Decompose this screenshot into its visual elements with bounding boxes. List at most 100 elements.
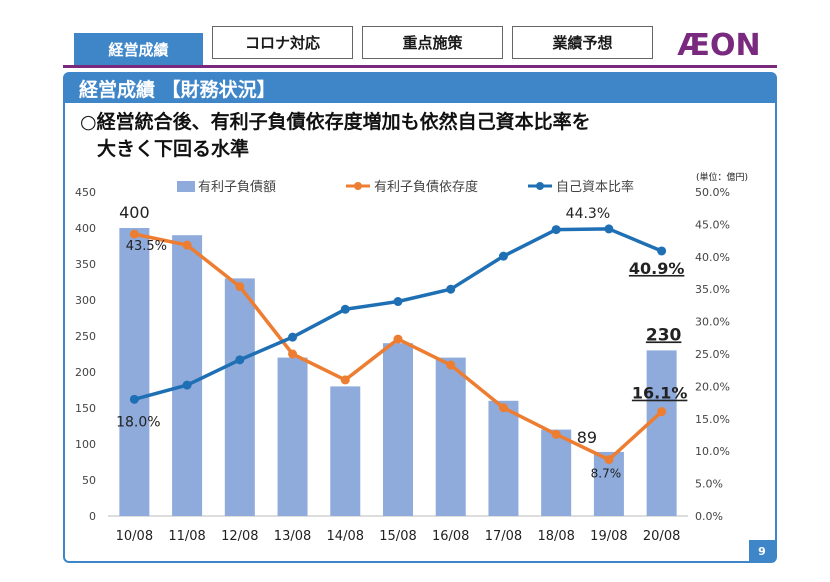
right-tick-label: 45.0% [695, 218, 730, 231]
debt-ratio-point [604, 455, 614, 465]
section-title: 経営成績 【財務状況】 [64, 73, 776, 103]
debt-ratio-point [288, 349, 298, 359]
headline-line-1: ○経営統合後、有利子負債依存度増加も依然自己資本比率を [80, 111, 591, 133]
legend-label: 有利子負債依存度 [374, 179, 478, 195]
legend-marker [536, 182, 544, 190]
data-label: 8.7% [591, 467, 622, 481]
equity-ratio-point [235, 355, 245, 365]
left-tick-label: 150 [75, 402, 96, 415]
line-series [129, 224, 667, 465]
debt-ratio-point [446, 360, 456, 370]
data-label: 230 [646, 325, 682, 345]
data-labels: 400 43.5% 18.0% 44.3% 40.9% 230 16.1% 89 8.7% [116, 203, 687, 481]
x-tick-label: 14/08 [327, 529, 364, 544]
headline: ○経営統合後、有利子負債依存度増加も依然自己資本比率を 大きく下回る水準 [80, 109, 740, 163]
equity-ratio-point [446, 284, 456, 294]
tab-key-measures[interactable]: 重点施策 [362, 26, 503, 59]
legend-label: 有利子負債額 [198, 180, 276, 195]
data-label: 400 [119, 203, 150, 222]
bar-series [119, 228, 677, 516]
unit-note: (単位：億円) [696, 171, 748, 183]
right-tick-label: 15.0% [695, 413, 730, 426]
legend: 有利子負債額 有利子負債依存度 自己資本比率 [177, 179, 634, 195]
debt-ratio-point [129, 229, 139, 239]
headline-line-2: 大きく下回る水準 [97, 138, 250, 160]
right-tick-label: 10.0% [695, 445, 730, 458]
right-tick-label: 40.0% [695, 251, 730, 264]
data-label: 18.0% [116, 414, 160, 430]
right-tick-label: 30.0% [695, 316, 730, 329]
equity-ratio-point [393, 297, 403, 307]
bar [277, 357, 308, 516]
x-tick-label: 12/08 [221, 529, 258, 544]
x-tick-label: 13/08 [274, 529, 311, 544]
left-tick-label: 100 [75, 438, 96, 451]
legend-swatch [177, 181, 195, 192]
equity-ratio-point [551, 225, 561, 235]
x-tick-label: 10/08 [116, 529, 153, 544]
left-tick-label: 50 [82, 474, 96, 487]
data-label: 44.3% [566, 206, 610, 222]
data-label: 89 [577, 428, 597, 447]
x-axis: 10/08 11/08 12/08 13/08 14/08 15/08 16/08 17/08… [116, 529, 681, 544]
equity-ratio-point [604, 224, 614, 234]
debt-ratio-point [235, 282, 245, 292]
page-number: 9 [749, 540, 775, 562]
bar [172, 235, 203, 516]
left-tick-label: 400 [75, 222, 96, 235]
right-tick-label: 0.0% [695, 510, 723, 523]
bar [541, 429, 572, 516]
debt-ratio-point [182, 240, 192, 250]
bar [435, 357, 466, 516]
right-tick-label: 35.0% [695, 283, 730, 296]
debt-ratio-point [498, 403, 508, 413]
left-tick-label: 250 [75, 330, 96, 343]
header-divider [63, 65, 777, 68]
debt-ratio-point [340, 375, 350, 385]
bar [488, 400, 519, 516]
debt-ratio-point [657, 407, 667, 417]
equity-ratio-point [129, 394, 139, 404]
right-tick-label: 20.0% [695, 380, 730, 393]
equity-ratio-point [288, 332, 298, 342]
debt-ratio-point [551, 429, 561, 439]
equity-ratio-point [657, 246, 667, 256]
x-tick-label: 11/08 [168, 529, 205, 544]
right-tick-label: 25.0% [695, 348, 730, 361]
svg-text:ÆON: ÆON [677, 28, 760, 63]
right-tick-label: 50.0% [695, 186, 730, 199]
equity-ratio-point [340, 304, 350, 314]
equity-ratio-point [498, 251, 508, 261]
x-tick-label: 20/08 [643, 529, 680, 544]
left-tick-label: 450 [75, 186, 96, 199]
right-tick-label: 5.0% [695, 478, 723, 491]
bar [224, 278, 255, 516]
tab-forecast[interactable]: 業績予想 [512, 26, 653, 59]
bar [646, 350, 677, 516]
right-axis: 0.0% 5.0% 10.0% 15.0% 20.0% 25.0% 30.0% 35.0% 40… [695, 186, 730, 523]
left-axis: 0 50 100 150 200 250 300 350 400 450 [75, 186, 688, 523]
legend-label: 自己資本比率 [556, 179, 634, 195]
tab-covid-response[interactable]: コロナ対応 [212, 26, 353, 59]
aeon-logo: ÆON [677, 28, 760, 63]
left-tick-label: 300 [75, 294, 96, 307]
data-label: 40.9% [629, 259, 685, 278]
tab-business-results[interactable]: 経営成績 [74, 33, 203, 65]
data-label: 16.1% [632, 384, 688, 403]
left-tick-label: 0 [89, 510, 96, 523]
x-tick-label: 16/08 [432, 529, 469, 544]
bar [330, 386, 361, 516]
left-tick-label: 200 [75, 366, 96, 379]
bar [383, 343, 413, 516]
data-label: 43.5% [126, 239, 167, 254]
x-tick-label: 17/08 [485, 529, 522, 544]
equity-ratio-point [182, 380, 192, 390]
x-tick-label: 18/08 [537, 529, 574, 544]
legend-marker [354, 182, 362, 190]
x-tick-label: 19/08 [590, 529, 627, 544]
x-tick-label: 15/08 [379, 529, 416, 544]
debt-ratio-point [393, 334, 403, 344]
left-tick-label: 350 [75, 258, 96, 271]
bar [119, 228, 150, 516]
